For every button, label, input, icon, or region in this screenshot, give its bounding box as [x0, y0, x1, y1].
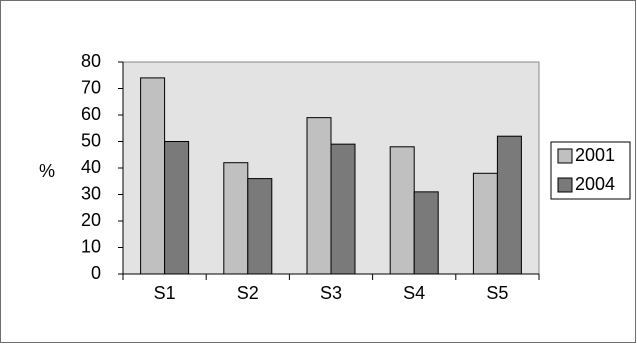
bar-s2-2001: [224, 163, 248, 274]
bar-s1-2001: [141, 78, 165, 274]
x-tick-label-s2: S2: [237, 283, 259, 303]
bar-s5-2004: [497, 136, 521, 274]
legend-label-2004: 2004: [575, 174, 615, 194]
y-tick-label-0: 0: [91, 263, 101, 283]
y-tick-label-30: 30: [81, 183, 101, 203]
x-tick-label-s4: S4: [403, 283, 425, 303]
legend-label-2001: 2001: [575, 145, 615, 165]
bar-s1-2004: [165, 142, 189, 275]
bar-s3-2004: [331, 144, 355, 274]
legend-swatch-2004: [558, 178, 572, 192]
bar-s5-2001: [473, 173, 497, 274]
y-tick-label-60: 60: [81, 104, 101, 124]
y-tick-label-80: 80: [81, 51, 101, 71]
y-tick-label-40: 40: [81, 157, 101, 177]
y-axis-label: %: [39, 161, 55, 181]
bar-s3-2001: [307, 118, 331, 274]
legend: 2001 2004: [551, 142, 630, 199]
x-tick-label-s1: S1: [154, 283, 176, 303]
y-tick-label-20: 20: [81, 210, 101, 230]
legend-swatch-2001: [558, 149, 572, 163]
x-tick-label-s5: S5: [486, 283, 508, 303]
bar-s2-2004: [248, 179, 272, 274]
bar-s4-2004: [414, 192, 438, 274]
bar-s4-2001: [390, 147, 414, 274]
y-tick-label-70: 70: [81, 77, 101, 97]
y-tick-label-50: 50: [81, 130, 101, 150]
y-tick-label-10: 10: [81, 236, 101, 256]
x-tick-label-s3: S3: [320, 283, 342, 303]
